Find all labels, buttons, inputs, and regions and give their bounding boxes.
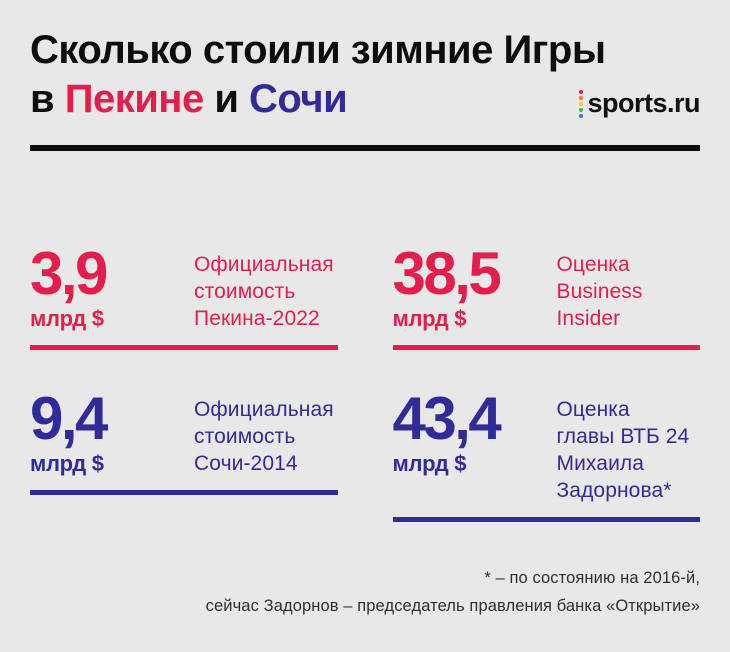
stat-label: Официальная стоимость Сочи-2014 <box>194 398 334 475</box>
header-divider <box>30 145 700 151</box>
logo-text: sports.ru <box>587 88 700 118</box>
stat-value: 9,4 <box>30 385 108 452</box>
stat-value: 43,4 <box>392 385 502 452</box>
title-text-line1: Сколько стоили зимние Игры <box>30 28 606 72</box>
stat-unit: млрд $ <box>30 306 104 331</box>
title-word-v: в <box>30 77 65 121</box>
stat-underline <box>392 517 700 522</box>
sportsru-logo: sports.ru <box>579 88 700 119</box>
stat-underline <box>30 345 338 350</box>
footnote-line2: сейчас Задорнов – председатель правления… <box>205 597 700 615</box>
stat-card-beijing-official: 3,9 млрд $ Официальная стоимость Пекина-… <box>30 240 338 350</box>
title-word-and: и <box>203 77 250 121</box>
logo-dots-icon <box>579 89 584 118</box>
stat-label: Оценка Business Insider <box>556 253 643 330</box>
title-word-sochi: Сочи <box>249 77 348 121</box>
stat-underline <box>30 490 338 495</box>
stats-grid: 3,9 млрд $ Официальная стоимость Пекина-… <box>30 240 700 522</box>
stat-label: Официальная стоимость Пекина-2022 <box>194 253 334 330</box>
page-title-line2: в Пекине и Сочи <box>30 75 700 124</box>
stat-card-sochi-estimate: 43,4 млрд $ Оценка главы ВТБ 24 Михаила … <box>392 385 700 522</box>
stat-number-block: 43,4 млрд $ <box>392 385 535 504</box>
stat-card-beijing-estimate: 38,5 млрд $ Оценка Business Insider <box>392 240 700 350</box>
title-word-beijing: Пекине <box>64 77 205 121</box>
stat-number-block: 38,5 млрд $ <box>392 240 535 332</box>
footnote-line1: * – по состоянию на 2016-й, <box>484 569 700 587</box>
stat-underline <box>392 345 700 350</box>
stat-unit: млрд $ <box>392 451 467 476</box>
stat-number-block: 9,4 млрд $ <box>30 385 172 477</box>
header: Сколько стоили зимние Игры в Пекине и Со… <box>30 26 700 124</box>
stat-number-block: 3,9 млрд $ <box>30 240 172 332</box>
stat-label: Оценка главы ВТБ 24 Михаила Задорнова* <box>556 398 690 502</box>
page-title-line1: Сколько стоили зимние Игры <box>30 26 700 75</box>
footnote: * – по состоянию на 2016-й, сейчас Задор… <box>30 564 700 620</box>
stat-value: 38,5 <box>392 240 502 307</box>
stat-value: 3,9 <box>30 240 108 307</box>
stat-card-sochi-official: 9,4 млрд $ Официальная стоимость Сочи-20… <box>30 385 338 522</box>
stat-unit: млрд $ <box>392 306 467 331</box>
stat-unit: млрд $ <box>30 451 104 476</box>
